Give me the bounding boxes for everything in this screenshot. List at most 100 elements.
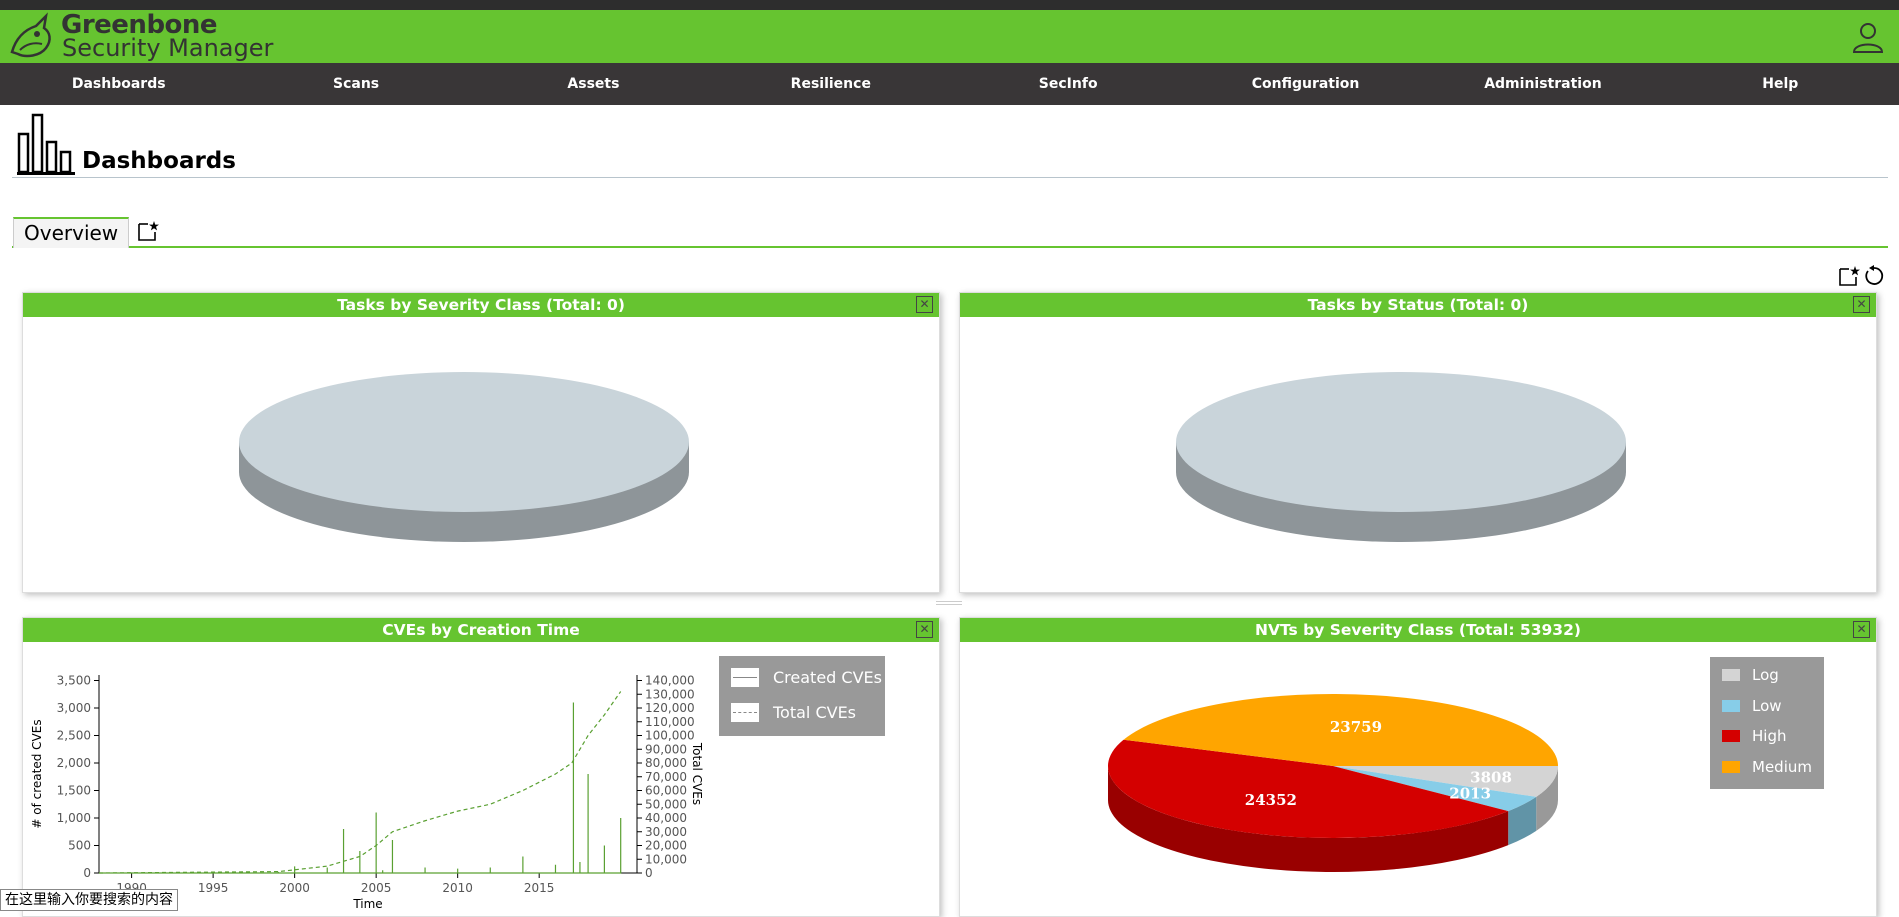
- y2-tick-label: 130,000: [645, 687, 695, 701]
- y2-tick-label: 100,000: [645, 729, 695, 743]
- menu-scans[interactable]: Scans: [332, 76, 380, 92]
- pie-slice-side-high: [1108, 766, 1509, 872]
- y-tick-label: 500: [68, 839, 91, 853]
- close-icon[interactable]: ✕: [1853, 621, 1870, 638]
- legend-label: Log: [1752, 666, 1779, 684]
- menu-dashboards[interactable]: Dashboards: [71, 76, 166, 92]
- greenbone-logo-icon: [10, 12, 51, 58]
- panel-nvts-by-severity: NVTs by Severity Class (Total: 53932) ✕ …: [959, 617, 1877, 917]
- y2-tick-label: 40,000: [645, 811, 687, 825]
- legend-label: Created CVEs: [773, 668, 882, 687]
- add-display-icon[interactable]: [1837, 264, 1861, 288]
- menu-assets[interactable]: Assets: [567, 76, 620, 92]
- tasks-severity-pie: [239, 372, 689, 542]
- legend-swatch: [1722, 699, 1740, 712]
- y-tick-label: 0: [83, 866, 91, 880]
- menu-secinfo[interactable]: SecInfo: [1038, 76, 1098, 92]
- pie-value-label: 24352: [1245, 791, 1297, 809]
- y-tick-label: 1,000: [57, 811, 91, 825]
- panel-cves-by-creation-time: CVEs by Creation Time ✕ 1990 1995 2000 2005…: [22, 617, 940, 917]
- y2-tick-label: 0: [645, 866, 653, 880]
- legend-item-created: Created CVEs: [719, 662, 885, 693]
- close-icon[interactable]: ✕: [916, 621, 933, 638]
- pie-slice-log[interactable]: [1333, 766, 1558, 797]
- empty-pie-top: [1176, 372, 1626, 512]
- y2-tick-label: 50,000: [645, 797, 687, 811]
- y2-tick-label: 140,000: [645, 674, 695, 688]
- legend-label: Low: [1752, 696, 1782, 715]
- y2-axis-label: Total CVEs: [690, 742, 704, 805]
- main-menu: Dashboards Scans Assets Resilience SecIn…: [0, 63, 1899, 105]
- y2-tick-label: 20,000: [645, 839, 687, 853]
- pie-slice-medium[interactable]: [1123, 694, 1558, 766]
- pie-slice-high[interactable]: [1108, 739, 1509, 838]
- panel-title-text: NVTs by Severity Class (Total: 53932): [1255, 621, 1581, 639]
- y2-tick-label: 30,000: [645, 825, 687, 839]
- page-header: Dashboards: [12, 110, 1888, 178]
- close-icon[interactable]: ✕: [1853, 296, 1870, 313]
- legend-swatch: [731, 703, 759, 722]
- legend-item-log: Log: [1710, 661, 1824, 692]
- pie-slice-low[interactable]: [1333, 766, 1537, 812]
- x-axis-label: Time: [352, 897, 382, 911]
- reset-refresh-icon[interactable]: [1863, 265, 1885, 287]
- menu-resilience[interactable]: Resilience: [790, 76, 871, 92]
- menu-administration[interactable]: Administration: [1484, 76, 1602, 92]
- legend-label: Total CVEs: [773, 703, 857, 722]
- legend-item-total: Total CVEs: [719, 697, 885, 728]
- pie-slice-side-log: [1536, 766, 1558, 831]
- y2-tick-label: 90,000: [645, 742, 687, 756]
- menu-configuration[interactable]: Configuration: [1251, 76, 1360, 92]
- legend-item-low: Low: [1710, 692, 1824, 723]
- tasks-status-pie: [1176, 372, 1626, 542]
- legend-swatch: [731, 668, 759, 687]
- user-icon[interactable]: [1851, 20, 1885, 54]
- x-tick-label: 2010: [442, 881, 473, 895]
- legend-item-medium: Medium: [1710, 753, 1824, 784]
- cve-line-chart: 1990 1995 2000 2005 2010 201505001,0001,5002,…: [30, 674, 704, 912]
- close-icon[interactable]: ✕: [916, 296, 933, 313]
- dashboard-tabs: Overview: [12, 215, 1888, 248]
- app-header: Greenbone Security Manager: [0, 10, 1899, 63]
- row-resize-handle[interactable]: [936, 601, 962, 605]
- menu-help[interactable]: Help: [1762, 76, 1799, 92]
- nvt-legend: Log Low High Medium: [1710, 657, 1824, 789]
- pie-value-label: 2013: [1449, 785, 1491, 803]
- y2-tick-label: 110,000: [645, 715, 695, 729]
- tab-overview[interactable]: Overview: [13, 217, 130, 248]
- y-axis-label: # of created CVEs: [30, 719, 44, 828]
- pie-slice-side-low: [1508, 796, 1537, 846]
- panel-tasks-by-severity: Tasks by Severity Class (Total: 0) ✕: [22, 292, 940, 593]
- legend-swatch: [1722, 730, 1740, 742]
- y2-tick-label: 80,000: [645, 756, 687, 770]
- y2-tick-label: 60,000: [645, 784, 687, 798]
- legend-label: High: [1752, 727, 1787, 745]
- x-tick-label: 1995: [198, 881, 229, 895]
- series-created-cves: [99, 702, 622, 874]
- panel-tasks-by-status: Tasks by Status (Total: 0) ✕: [959, 292, 1877, 593]
- series-total-cves: [98, 691, 622, 874]
- legend-item-high: High: [1710, 722, 1824, 753]
- app-name-line1: Greenbone: [61, 10, 218, 40]
- y-tick-label: 2,500: [57, 729, 91, 743]
- page-title: Dashboards: [82, 148, 236, 174]
- x-tick-label: 2000: [279, 881, 310, 895]
- new-dashboard-icon[interactable]: [136, 219, 160, 243]
- panel-title: CVEs by Creation Time ✕: [23, 618, 939, 642]
- cve-legend: Created CVEs Total CVEs: [719, 656, 885, 736]
- y-tick-label: 3,500: [57, 674, 91, 688]
- panel-title-text: Tasks by Severity Class (Total: 0): [337, 296, 625, 314]
- panel-title-text: Tasks by Status (Total: 0): [1307, 296, 1529, 314]
- app-name-line2: Security Manager: [62, 34, 274, 62]
- dashboard-tools: [1837, 264, 1885, 288]
- search-hint-tooltip: 在这里输入你要搜索的内容: [0, 889, 178, 911]
- pie-value-label: 23759: [1330, 718, 1382, 736]
- y2-tick-label: 10,000: [645, 852, 687, 866]
- panel-title: Tasks by Status (Total: 0) ✕: [960, 293, 1876, 317]
- panel-title-text: CVEs by Creation Time: [382, 621, 580, 639]
- browser-top-strip: [0, 0, 1899, 10]
- legend-swatch: [1722, 669, 1740, 681]
- empty-pie-top: [239, 372, 689, 512]
- legend-swatch: [1722, 760, 1740, 773]
